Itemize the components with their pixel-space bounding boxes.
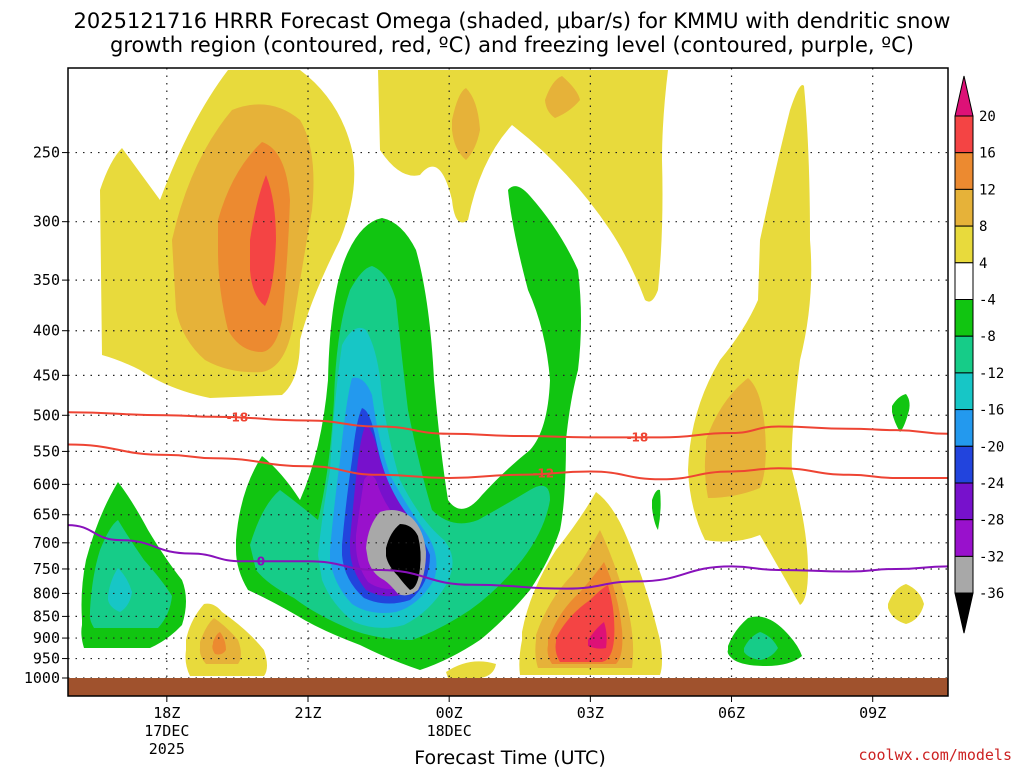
- x-tick-date-label: 18DEC: [427, 722, 472, 740]
- colorbar-tick-label: 16: [979, 146, 996, 162]
- x-tick-label: 06Z: [718, 704, 745, 722]
- x-tick-label: 18Z: [153, 704, 180, 722]
- y-tick-label: 750: [33, 560, 60, 578]
- omega-cyan-left: [108, 568, 132, 612]
- omega-yellow-bottom-blip: [446, 661, 496, 678]
- colorbar-bin: [954, 555, 974, 594]
- isotherm-label--18: -18: [227, 411, 249, 425]
- omega-green-tiny-2: [652, 489, 661, 530]
- omega-yellow-top-center: [378, 70, 668, 302]
- omega-gold-top-center-2: [545, 76, 580, 118]
- omega-gold-top-center: [452, 88, 480, 160]
- x-tick-year-label: 2025: [149, 740, 185, 758]
- x-tick-label: 09Z: [859, 704, 886, 722]
- isotherm-line--18: [67, 411, 949, 439]
- omega-colorbar: 20 16 12 8 4 -4 -8 -12 -16 -20 -24 -28 -32 -36: [954, 75, 1004, 634]
- omega-shaded-field: [81, 70, 924, 678]
- isotherm-line-0: [67, 524, 949, 590]
- colorbar-bin: [954, 225, 974, 264]
- y-tick-label: 900: [33, 629, 60, 647]
- colorbar-tick-label: 12: [979, 182, 996, 198]
- omega-magenta-lower-center: [588, 622, 607, 649]
- isotherm-contours: -18 -18 -12 0: [67, 411, 949, 590]
- colorbar-tick-label: -32: [979, 549, 1004, 565]
- colorbar-tick-label: -4: [979, 293, 996, 309]
- colorbar-bin: [954, 519, 974, 557]
- y-tick-label: 500: [33, 406, 60, 424]
- y-tick-label: 700: [33, 534, 60, 552]
- y-tick-label: 350: [33, 271, 60, 289]
- colorbar-bin: [954, 409, 974, 447]
- colorbar-bin: [954, 188, 974, 227]
- y-axis-pressure: 250 300 350 400 450 500 550 600 650 700 750 800 850 9…: [24, 144, 68, 687]
- colorbar-bin: [954, 482, 974, 521]
- chart-title-line-2: growth region (contoured, red, ºC) and f…: [110, 33, 914, 57]
- x-tick-date-label: 17DEC: [144, 722, 189, 740]
- y-tick-label: 950: [33, 650, 60, 668]
- colorbar-bin: [954, 115, 974, 154]
- y-tick-label: 250: [33, 144, 60, 162]
- colorbar-bin: [954, 372, 974, 411]
- colorbar-tick-label: -8: [979, 329, 996, 345]
- y-tick-label: 800: [33, 584, 60, 602]
- colorbar-tick-label: 20: [979, 109, 996, 125]
- colorbar-over-triangle: [954, 75, 974, 117]
- colorbar-tick-label: -36: [979, 586, 1004, 602]
- colorbar-bin: [954, 335, 974, 374]
- colorbar-tick-label: -20: [979, 439, 1004, 455]
- isotherm-label--12: -12: [532, 467, 554, 481]
- colorbar-tick-label: 8: [979, 219, 987, 235]
- omega-teal-right: [744, 632, 778, 660]
- colorbar-bin: [954, 262, 974, 300]
- isotherm-label-0: 0: [257, 554, 265, 568]
- colorbar-bin: [954, 299, 974, 337]
- colorbar-tick-label: -28: [979, 513, 1004, 529]
- chart-title-line-1: 2025121716 HRRR Forecast Omega (shaded, …: [74, 9, 951, 33]
- y-tick-label: 550: [33, 442, 60, 460]
- x-axis-title: Forecast Time (UTC): [414, 747, 605, 768]
- plot-frame: [67, 67, 949, 697]
- surface-ground-band: [68, 678, 948, 696]
- y-tick-label: 600: [33, 475, 60, 493]
- omega-orange-lower-left: [212, 632, 226, 655]
- x-tick-label: 03Z: [577, 704, 604, 722]
- y-tick-label: 400: [33, 322, 60, 340]
- isotherm-line--12: [67, 443, 948, 481]
- colorbar-tick-label: -24: [979, 476, 1004, 492]
- credit-text: coolwx.com/models: [858, 746, 1012, 764]
- isotherm-label--18: -18: [627, 430, 649, 444]
- colorbar-bin: [954, 152, 974, 190]
- y-tick-label: 1000: [24, 669, 60, 687]
- y-tick-label: 850: [33, 607, 60, 625]
- y-tick-label: 650: [33, 506, 60, 524]
- y-tick-label: 450: [33, 366, 60, 384]
- x-tick-label: 00Z: [436, 704, 463, 722]
- omega-gold-right-column: [704, 378, 766, 498]
- omega-green-tiny-1: [892, 394, 910, 432]
- colorbar-tick-label: -12: [979, 366, 1004, 382]
- colorbar-under-triangle: [954, 592, 974, 634]
- y-tick-label: 300: [33, 213, 60, 231]
- colorbar-bin: [954, 445, 974, 484]
- colorbar-tick-label: -16: [979, 403, 1004, 419]
- omega-red-upper-left: [250, 175, 276, 306]
- omega-yellow-small-right: [888, 584, 924, 624]
- colorbar-tick-label: 4: [979, 256, 987, 272]
- x-tick-label: 21Z: [294, 704, 321, 722]
